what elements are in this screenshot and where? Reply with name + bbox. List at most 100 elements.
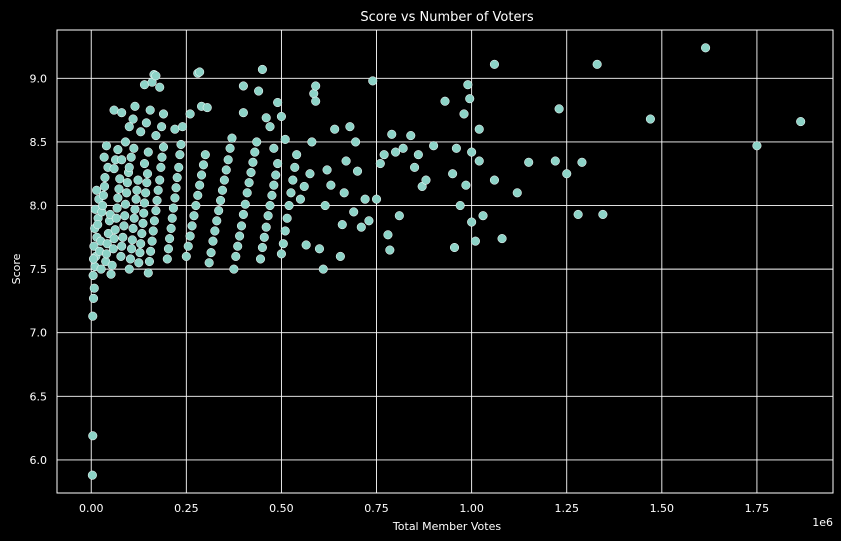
scatter-point: [153, 185, 163, 195]
scatter-point: [257, 64, 267, 74]
scatter-point: [88, 270, 98, 281]
scatter-point: [352, 166, 363, 176]
scatter-point: [231, 251, 241, 261]
scatter-point: [238, 209, 248, 219]
scatter-point: [360, 194, 370, 204]
scatter-point: [128, 114, 138, 124]
scatter-point: [474, 124, 484, 134]
y-tick-label: 7.0: [30, 327, 48, 340]
scatter-point: [117, 241, 127, 251]
scatter-point: [577, 157, 587, 167]
scatter-point: [478, 211, 488, 221]
scatter-point: [157, 122, 167, 132]
scatter-point: [330, 124, 340, 134]
scatter-point: [99, 152, 109, 162]
scatter-point: [124, 264, 134, 274]
scatter-point: [322, 165, 332, 175]
scatter-point: [156, 162, 166, 172]
scatter-point: [103, 228, 113, 239]
y-axis-title: Score: [10, 253, 23, 284]
scatter-point: [554, 104, 564, 114]
scatter-point: [339, 188, 349, 198]
scatter-point: [562, 169, 572, 179]
scatter-point: [142, 169, 153, 179]
scatter-point: [131, 194, 141, 204]
scatter-point: [122, 188, 132, 198]
scatter-point: [421, 175, 431, 185]
scatter-point: [497, 234, 507, 244]
scatter-point: [217, 185, 228, 195]
scatter-point: [119, 221, 129, 231]
scatter-point: [117, 108, 127, 118]
scatter-point: [151, 206, 161, 216]
scatter-point: [128, 223, 138, 233]
scatter-point: [351, 137, 361, 147]
scatter-point: [137, 228, 147, 239]
scatter-point: [271, 170, 281, 180]
scatter-point: [202, 103, 212, 113]
scatter-point: [252, 137, 262, 147]
scatter-point: [467, 217, 477, 227]
scatter-point: [98, 190, 108, 200]
scatter-point: [248, 157, 258, 167]
scatter-point: [127, 244, 137, 254]
scatter-point: [93, 220, 103, 230]
scatter-point: [383, 230, 393, 240]
scatter-point: [100, 173, 110, 183]
scatter-point: [345, 122, 355, 132]
scatter-point: [524, 157, 534, 167]
plot-frame: [56, 29, 834, 494]
scatter-point: [126, 152, 136, 162]
scatter-point: [216, 195, 226, 205]
scatter-point: [149, 216, 159, 226]
y-tick-label: 6.5: [30, 390, 48, 403]
scatter-point: [387, 129, 397, 139]
points-layer: [87, 43, 806, 480]
scatter-point: [146, 246, 156, 256]
scatter-point: [158, 142, 169, 152]
scatter-point: [139, 198, 150, 208]
scatter-point: [282, 213, 292, 223]
scatter-point: [148, 226, 158, 236]
scatter-point: [238, 108, 248, 118]
scatter-point: [550, 156, 560, 166]
scatter-point: [138, 218, 148, 228]
scatter-point: [139, 80, 150, 90]
scatter-point: [117, 155, 127, 165]
scatter-point: [133, 175, 143, 185]
scatter-point: [143, 147, 153, 157]
scatter-point: [368, 76, 378, 86]
scatter-point: [227, 133, 237, 143]
scatter-point: [101, 249, 111, 259]
scatter-point: [100, 181, 110, 191]
scatter-point: [176, 139, 186, 150]
x-tick-label: 1.50: [650, 502, 675, 515]
scatter-point: [398, 143, 408, 153]
scatter-point: [265, 200, 275, 211]
scatter-point: [242, 188, 252, 198]
scatter-point: [307, 137, 317, 147]
scatter-point: [236, 221, 247, 231]
x-tick-label: 0.25: [174, 502, 199, 515]
scatter-point: [120, 199, 131, 209]
scatter-point: [429, 141, 439, 151]
scatter-point: [309, 89, 319, 99]
scatter-point: [223, 155, 233, 165]
scatter-point: [135, 248, 145, 258]
scatter-point: [280, 134, 290, 144]
scatter-point: [130, 204, 140, 214]
scatter-point: [451, 143, 461, 153]
scatter-point: [109, 164, 119, 174]
scatter-point: [88, 431, 98, 441]
scatter-point: [107, 260, 117, 270]
scatter-point: [113, 193, 123, 203]
scatter-point: [371, 194, 382, 204]
scatter-point: [273, 159, 283, 169]
x-tick-label: 0.50: [269, 502, 294, 515]
scatter-point: [114, 184, 124, 194]
scatter-point: [290, 162, 300, 172]
scatter-point: [311, 96, 321, 106]
scatter-point: [263, 211, 273, 221]
scatter-point: [276, 111, 286, 122]
scatter-point: [170, 193, 180, 203]
